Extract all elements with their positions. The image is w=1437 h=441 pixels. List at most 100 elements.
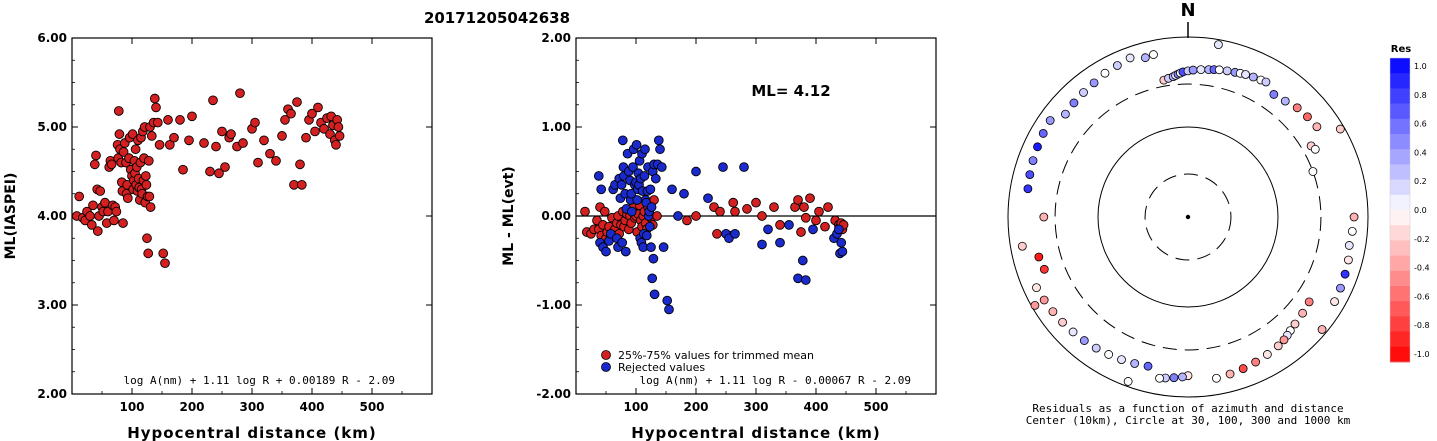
data-point-1-0-86: [169, 132, 179, 143]
data-point-2-0-66: [814, 206, 824, 217]
data-point-2-0-65: [811, 215, 821, 226]
data-points-2: [580, 135, 849, 315]
data-points-1: [71, 88, 345, 269]
colorbar-tick-10: -1.0: [1414, 350, 1430, 359]
north-label: N: [1180, 0, 1195, 21]
data-point-1-0-116: [296, 180, 307, 190]
data-point-1-0-72: [143, 155, 154, 166]
polar-point-16: [1241, 70, 1250, 79]
data-point-2-1-80: [757, 239, 767, 250]
polar-point-51: [1155, 373, 1164, 383]
data-point-2-0-64: [805, 193, 815, 204]
data-point-2-0-53: [730, 206, 740, 217]
colorbar-cells: 1.0 0.8 0.6 0.4 0.2 0.0 -0.2 -0.4 -0.6 -0.8 -1.0: [1389, 57, 1430, 363]
panel-polar-residuals: N Residuals as a function of azimuth and…: [1007, 0, 1369, 427]
polar-point-84: [1123, 377, 1133, 386]
data-point-1-0-105: [253, 157, 263, 168]
data-point-1-0-13: [95, 186, 106, 196]
data-point-1-0-8: [89, 159, 100, 170]
polar-point-57: [1079, 336, 1089, 345]
polar-point-68: [1025, 170, 1035, 180]
polar-circle-30: [1144, 173, 1232, 261]
data-point-1-0-1: [74, 191, 85, 202]
plot-frame-1: [71, 37, 433, 395]
data-point-2-1-14: [617, 237, 628, 248]
x-tick-label-1-2: 300: [239, 400, 264, 414]
data-point-2-1-4: [601, 246, 611, 257]
colorbar-cell-12: [1390, 240, 1410, 257]
polar-point-40: [1279, 335, 1289, 345]
polar-point-85: [1335, 124, 1345, 134]
data-point-2-1-62: [650, 173, 661, 184]
polar-caption-1: Residuals as a function of azimuth and d…: [1032, 402, 1343, 415]
data-point-1-0-102: [238, 138, 248, 148]
data-point-2-1-57: [647, 273, 658, 284]
colorbar-cell-16: [1390, 301, 1410, 317]
data-point-1-0-28: [113, 106, 124, 116]
data-point-2-0-49: [712, 228, 722, 239]
polar-point-53: [1130, 359, 1140, 368]
polar-point-81: [1149, 50, 1158, 59]
polar-point-66: [1039, 212, 1049, 222]
colorbar-cell-1: [1390, 73, 1410, 89]
colorbar-tick-5: 0.0: [1414, 206, 1427, 215]
legend-marker-trimmed: [601, 350, 611, 360]
polar-point-30: [1344, 241, 1354, 250]
polar-circle-300: [1054, 83, 1322, 351]
data-point-1-0-94: [211, 141, 221, 152]
data-point-2-1-56: [646, 202, 657, 212]
data-point-2-0-56: [757, 211, 767, 221]
polar-center: [1185, 214, 1191, 220]
data-point-2-0-52: [728, 197, 739, 208]
data-point-1-0-34: [118, 218, 128, 228]
polar-point-60: [1048, 307, 1058, 316]
data-point-1-0-121: [313, 102, 323, 113]
colorbar-tick-7: -0.4: [1414, 264, 1430, 273]
polar-point-69: [1028, 156, 1038, 165]
data-point-1-0-40: [122, 193, 133, 204]
polar-point-28: [1349, 212, 1359, 222]
colorbar-tick-9: -0.8: [1414, 321, 1430, 330]
y-tick-label-2-0: -2.00: [536, 387, 571, 401]
data-point-2-1-67: [658, 242, 669, 253]
polar-point-55: [1104, 350, 1114, 359]
colorbar-cell-6: [1390, 149, 1410, 165]
data-point-2-1-27: [628, 162, 638, 172]
polar-point-45: [1225, 369, 1235, 379]
data-point-2-0-61: [796, 227, 806, 237]
data-point-1-0-67: [140, 171, 151, 181]
x-axis-label-1: Hypocentral distance (km): [127, 424, 377, 441]
data-point-2-1-69: [664, 304, 674, 315]
data-point-2-1-84: [793, 273, 803, 284]
colorbar-cell-19: [1390, 346, 1410, 363]
data-point-1-0-108: [271, 155, 281, 166]
polar-rings: [1007, 36, 1369, 398]
polar-point-21: [1280, 96, 1290, 106]
colorbar-cell-4: [1390, 118, 1410, 135]
polar-point-35: [1304, 297, 1314, 307]
data-point-1-0-119: [307, 108, 317, 119]
data-point-2-0-46: [682, 215, 692, 226]
axis-ticks-1: 100 200 300 400 500 2.00 3.00 4.00 5.00 6.00: [37, 31, 432, 414]
polar-point-36: [1298, 308, 1308, 318]
legend-label-trimmed: 25%-75% values for trimmed mean: [618, 349, 814, 362]
data-point-2-1-93: [837, 246, 848, 257]
data-point-2-0-45: [652, 211, 662, 221]
data-point-1-0-91: [199, 138, 209, 148]
polar-point-83: [1317, 325, 1327, 334]
data-point-1-0-88: [178, 164, 188, 175]
data-point-2-1-85: [797, 255, 808, 266]
colorbar-cell-3: [1390, 103, 1410, 120]
colorbar-tick-6: -0.2: [1414, 235, 1430, 244]
data-point-2-1-32: [632, 195, 643, 205]
polar-point-33: [1336, 283, 1345, 293]
polar-point-29: [1347, 226, 1357, 236]
colorbar-cell-5: [1390, 134, 1410, 150]
data-point-1-0-107: [265, 148, 275, 159]
polar-point-86: [1030, 300, 1040, 310]
data-point-2-1-59: [648, 253, 659, 264]
y-axis-label-2: ML - ML(evt): [501, 166, 517, 265]
polar-point-20: [1269, 90, 1279, 99]
data-point-2-1-75: [718, 162, 728, 172]
data-point-2-1-65: [655, 144, 665, 155]
